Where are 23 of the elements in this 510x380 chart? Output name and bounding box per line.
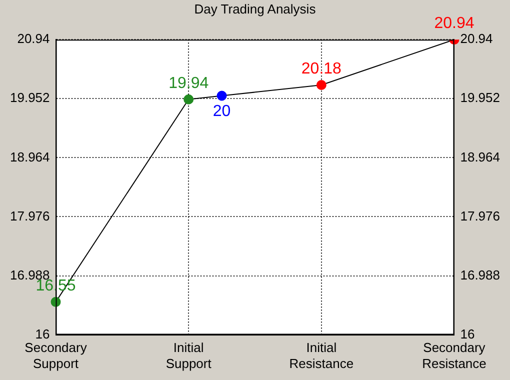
x-tick-label: Initial Resistance: [289, 340, 354, 371]
data-label: 20: [212, 103, 231, 120]
y-tick-label: 20.94: [17, 31, 50, 46]
y-tick-label: 16: [35, 326, 50, 342]
x-tick-label: Initial Support: [166, 340, 212, 371]
y-tick-label: 19.952: [10, 90, 50, 106]
y-tick-label: 17.976: [10, 208, 50, 224]
y-tick-label: 18.964: [10, 149, 50, 164]
y2-tick-label: 20.94: [460, 31, 493, 46]
x-tick-label: Secondary Support: [24, 340, 88, 371]
point: [216, 90, 227, 101]
point: [184, 94, 194, 104]
x-tick-label: Secondary Resistance: [422, 340, 486, 371]
data-label: 20.18: [301, 60, 342, 78]
y2-tick-label: 17.976: [460, 208, 500, 224]
y2-tick-label: 16.988: [460, 267, 500, 282]
y2-tick-label: 19.952: [460, 90, 500, 106]
y2-tick-label: 16: [460, 326, 475, 342]
point: [316, 80, 326, 90]
data-label: 19.94: [168, 74, 209, 92]
y2-tick-label: 18.964: [460, 149, 500, 164]
data-label: 20.94: [434, 15, 474, 32]
chart-title: Day Trading Analysis: [194, 1, 316, 16]
